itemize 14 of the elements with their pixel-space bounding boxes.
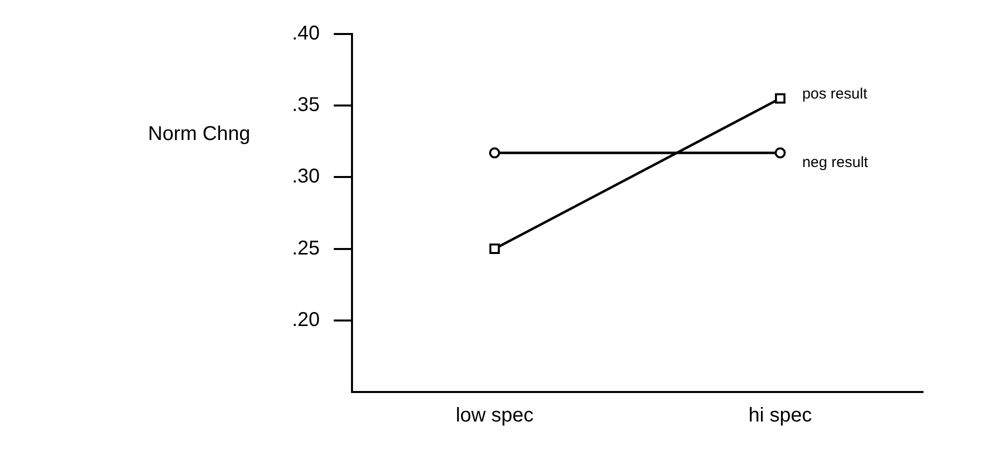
y-tick-label: .20	[292, 308, 320, 331]
point	[489, 147, 500, 158]
point	[774, 147, 786, 158]
y-tick-label: .40	[292, 22, 320, 45]
series-label: neg result	[802, 154, 869, 171]
x-tick-label: hi spec	[748, 404, 812, 427]
y-axis-title: Norm Chng	[148, 122, 250, 145]
y-tick-label: .35	[292, 94, 320, 116]
y-tick-label: .25	[292, 237, 320, 260]
point	[774, 93, 786, 104]
y-tick-label: .30	[292, 166, 320, 188]
series-label: pos result	[802, 86, 868, 103]
point	[489, 244, 500, 254]
x-tick-label: low spec	[456, 404, 534, 427]
